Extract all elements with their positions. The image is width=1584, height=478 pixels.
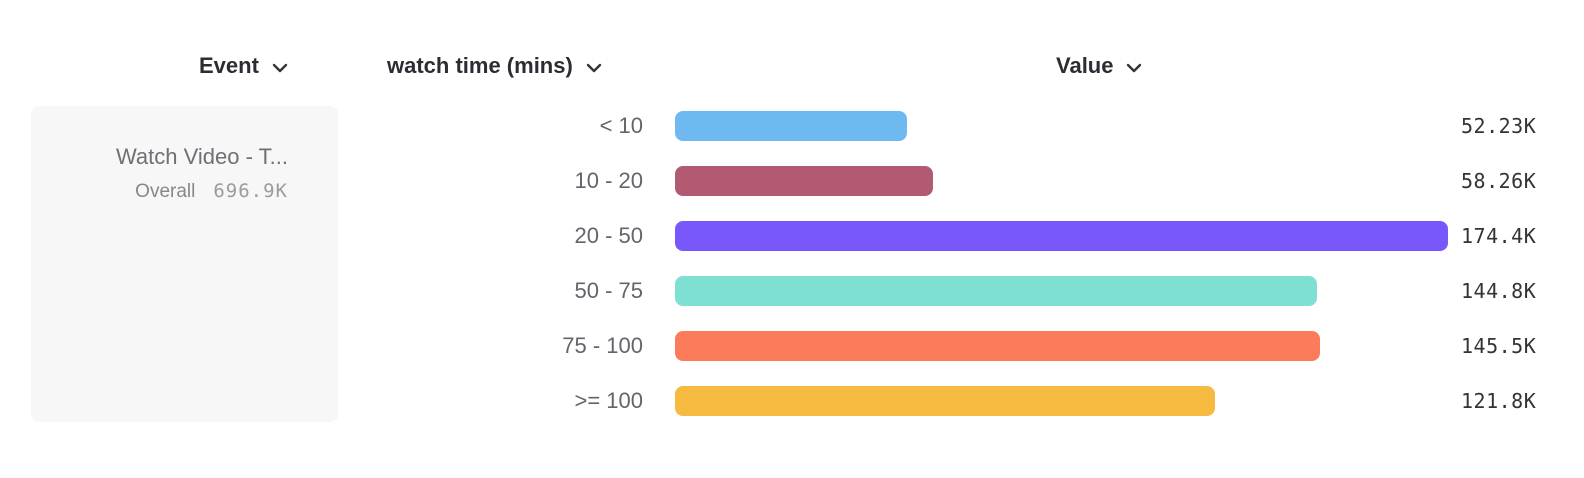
bar-track [675,220,1448,251]
value-label: 144.8K [1461,278,1537,303]
bar-row: 20 - 50 174.4K [0,208,1584,263]
category-label: < 10 [599,112,643,138]
bar-segment[interactable] [675,165,934,196]
column-header-value[interactable]: Value [1056,53,1142,79]
value-label: 121.8K [1461,388,1537,413]
event-title: Watch Video - T... [115,144,288,169]
category-label: 10 - 20 [574,167,644,193]
column-header-event[interactable]: Event [199,53,288,79]
bar-row: < 10 52.23K [0,98,1584,153]
overall-label: Overall [135,181,196,202]
bar-track [675,275,1448,306]
bar-row: 10 - 20 58.26K [0,153,1584,208]
bar-segment[interactable] [675,220,1448,251]
bar-row: 75 - 100 145.5K [0,318,1584,373]
value-label: 52.23K [1461,113,1537,138]
bar-chart-rows: < 10 52.23K 10 - 20 58.26K 20 - 50 174.4K 50 -… [0,98,1584,428]
category-label: 20 - 50 [574,222,644,248]
event-overall-line: Overall 696.9K [31,178,288,205]
category-label: >= 100 [574,387,643,413]
bar-segment[interactable] [675,275,1317,306]
category-label: 75 - 100 [562,332,643,358]
value-label: 145.5K [1461,333,1537,358]
overall-value: 696.9K [213,180,288,202]
chevron-down-icon [586,63,602,72]
bar-segment[interactable] [675,385,1215,416]
column-header-event-label: Event [199,53,259,78]
value-label: 58.26K [1461,168,1537,193]
column-header-value-label: Value [1056,53,1114,78]
column-header-breakdown-label: watch time (mins) [387,53,573,78]
bar-row: 50 - 75 144.8K [0,263,1584,318]
category-label: 50 - 75 [574,277,644,303]
bar-track [675,110,1448,141]
bar-track [675,330,1448,361]
bar-segment[interactable] [675,110,907,141]
bar-track [675,165,1448,196]
chevron-down-icon [272,63,288,72]
bar-track [675,385,1448,416]
chevron-down-icon [1127,63,1142,72]
bar-segment[interactable] [675,330,1320,361]
bar-row: >= 100 121.8K [0,373,1584,428]
column-header-breakdown[interactable]: watch time (mins) [387,53,602,79]
value-label: 174.4K [1461,223,1537,248]
event-card[interactable]: Watch Video - T... Overall 696.9K [31,106,338,422]
